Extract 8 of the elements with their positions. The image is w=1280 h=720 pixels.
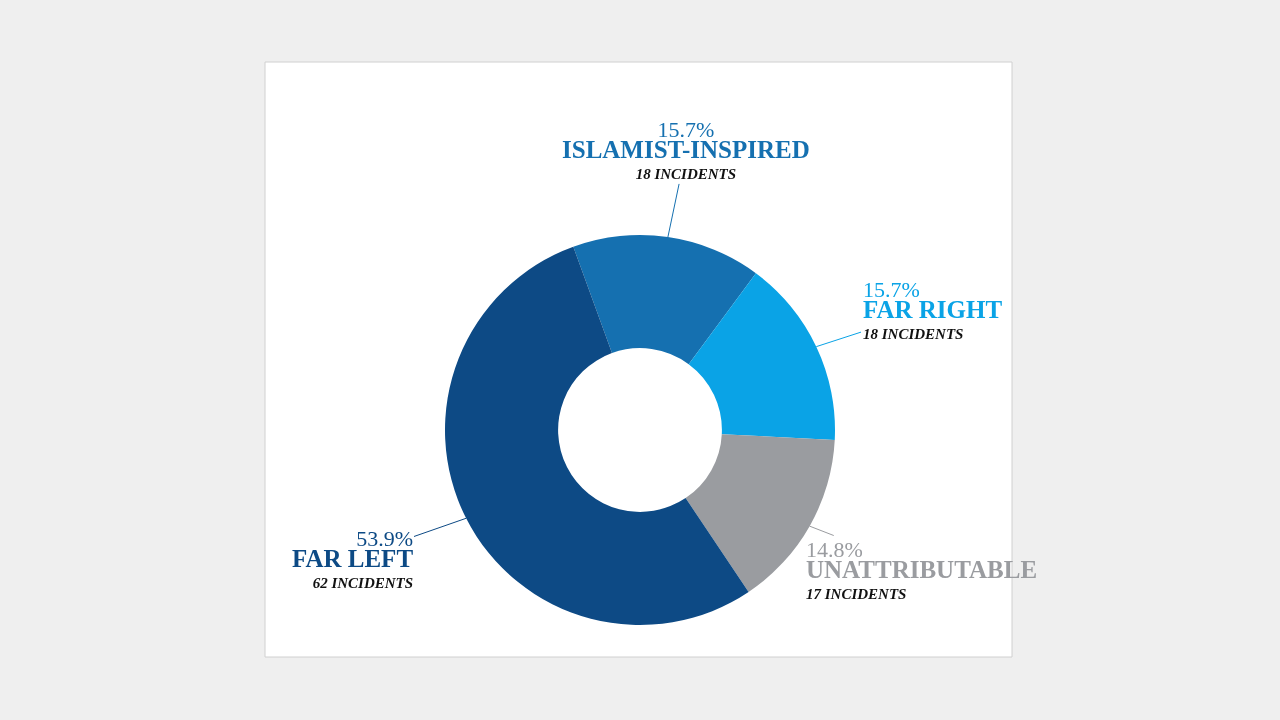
data-label: 53.9% <box>356 526 414 551</box>
data-label: 14.8% <box>806 537 863 562</box>
text: 62 INCIDENTS <box>312 574 414 591</box>
data-label: 15.7% <box>657 117 715 142</box>
text: 18 INCIDENTS <box>635 165 737 182</box>
data-label: 15.7% <box>863 277 920 302</box>
text: 17 INCIDENTS <box>806 585 907 602</box>
text: 18 INCIDENTS <box>863 325 964 342</box>
